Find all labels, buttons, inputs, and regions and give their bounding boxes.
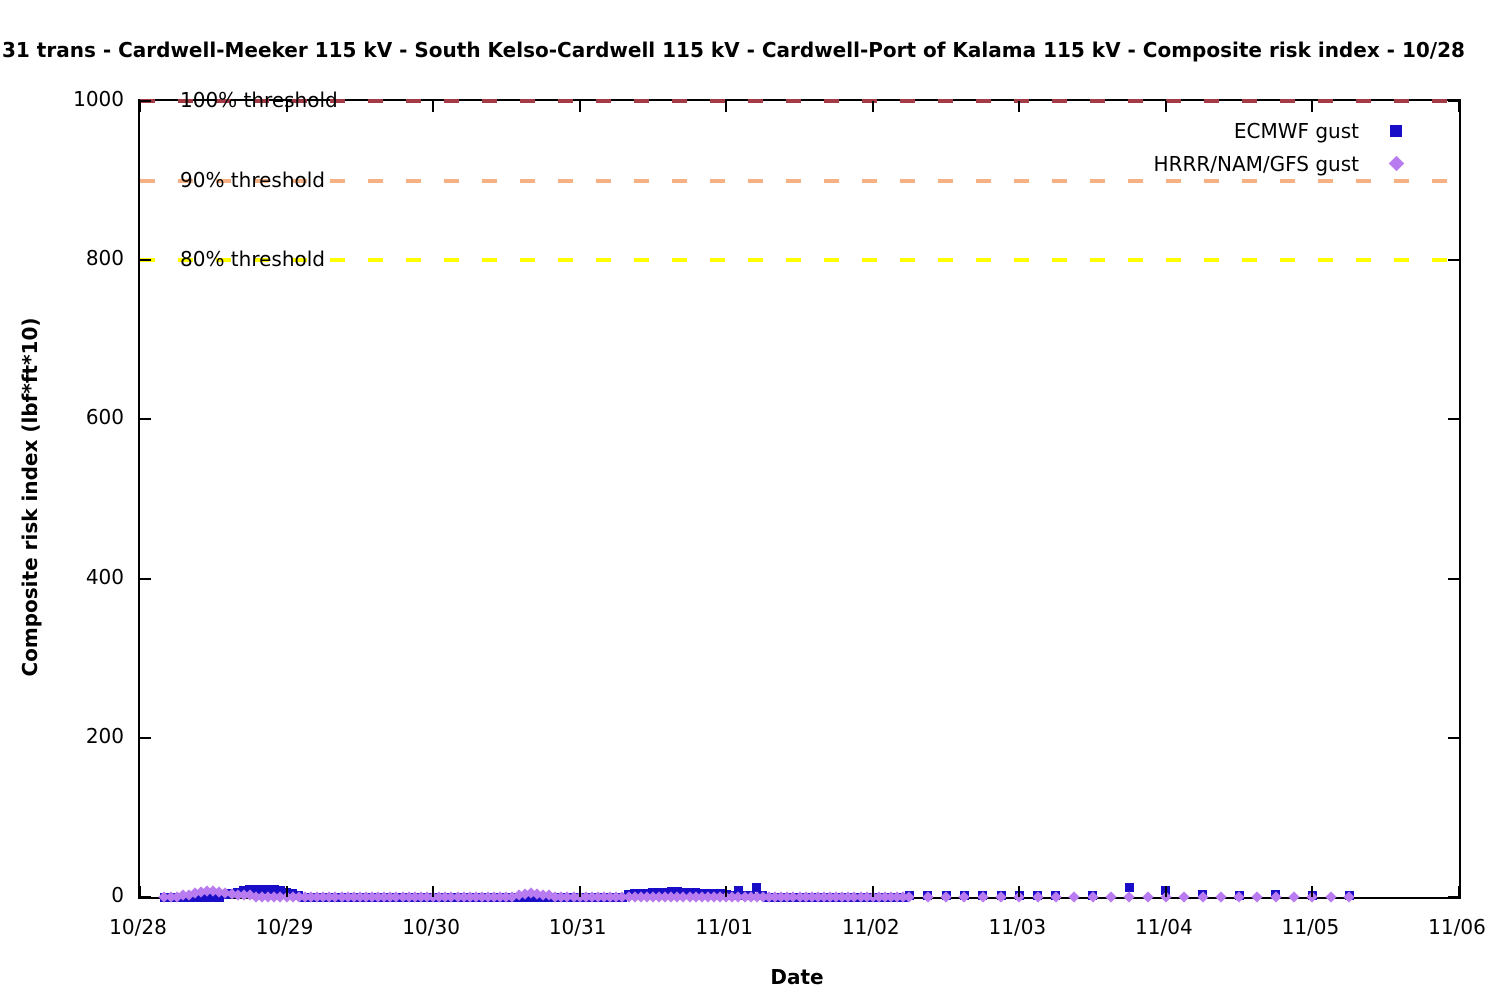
x-tick	[1311, 101, 1314, 112]
x-tick	[578, 886, 581, 897]
x-tick	[432, 886, 435, 897]
x-tick-label: 10/29	[255, 915, 314, 939]
x-tick	[1018, 101, 1021, 112]
x-tick-label: 11/02	[841, 915, 900, 939]
legend-row-ecmwf: ECMWF gust	[1154, 114, 1419, 147]
ecmwf-data-point	[752, 882, 762, 892]
hrrr-data-point	[1123, 891, 1135, 903]
x-tick-label: 11/03	[988, 915, 1047, 939]
y-axis-label: Composite risk index (lbf*ft*10)	[18, 317, 42, 677]
chart-title: 31 trans - Cardwell-Meeker 115 kV - Sout…	[2, 38, 1465, 62]
x-tick-label: 11/06	[1428, 915, 1486, 939]
y-tick-label: 1000	[73, 87, 124, 111]
y-tick	[140, 259, 151, 262]
legend-row-hrrr: HRRR/NAM/GFS gust	[1154, 147, 1419, 180]
y-tick	[140, 577, 151, 580]
ecmwf-data-point	[733, 886, 743, 896]
legend: ECMWF gust HRRR/NAM/GFS gust	[1154, 114, 1419, 180]
x-tick-label: 10/31	[548, 915, 607, 939]
hrrr-data-point	[1068, 891, 1080, 903]
x-tick-label: 11/01	[695, 915, 754, 939]
legend-marker-cell	[1373, 124, 1419, 137]
ecmwf-data-point	[208, 892, 218, 902]
threshold-line-100pct	[140, 99, 1459, 103]
y-tick	[1448, 736, 1459, 739]
hrrr-data-point	[1251, 891, 1264, 903]
hrrr-diamond-icon	[1388, 155, 1404, 172]
ecmwf-data-point	[263, 884, 273, 894]
x-tick	[871, 101, 874, 112]
hrrr-data-point	[1178, 891, 1190, 903]
threshold-label: 90% threshold	[180, 167, 325, 192]
ecmwf-data-point	[269, 885, 279, 895]
y-tick-label: 400	[85, 564, 124, 589]
hrrr-data-point	[1288, 891, 1300, 903]
threshold-label: 80% threshold	[180, 247, 325, 272]
legend-marker-cell	[1373, 155, 1419, 172]
hrrr-data-point	[1215, 891, 1227, 903]
hrrr-data-point	[1105, 891, 1117, 903]
y-tick	[140, 736, 151, 739]
y-tick	[140, 418, 151, 421]
legend-label-ecmwf: ECMWF gust	[1233, 118, 1359, 143]
plot-area: 100% threshold 90% threshold 80% threshold…	[138, 88, 1461, 903]
y-tick-label: 200	[85, 723, 124, 748]
x-tick	[1311, 886, 1314, 897]
x-tick	[432, 101, 435, 112]
x-tick-label: 10/30	[402, 915, 460, 939]
x-tick	[139, 101, 141, 112]
x-tick	[1018, 886, 1021, 897]
x-tick-label: 11/05	[1281, 915, 1340, 939]
threshold-label: 100% threshold	[180, 88, 338, 113]
legend-label-hrrr: HRRR/NAM/GFS gust	[1153, 151, 1359, 176]
x-tick-label: 11/04	[1135, 915, 1193, 939]
x-tick	[725, 101, 728, 112]
x-tick-label: 10/28	[109, 915, 167, 939]
x-tick	[285, 886, 288, 897]
y-tick	[1448, 418, 1459, 421]
y-tick	[1448, 896, 1459, 898]
x-tick	[725, 886, 728, 897]
hrrr-data-point	[1325, 891, 1337, 903]
x-tick	[285, 101, 288, 112]
x-tick	[578, 101, 581, 112]
ecmwf-data-point	[202, 892, 212, 902]
x-tick	[871, 886, 874, 897]
threshold-line-80pct	[140, 258, 1459, 263]
ecmwf-data-point	[1124, 882, 1134, 892]
y-tick	[1448, 259, 1459, 262]
ecmwf-data-point	[257, 884, 267, 894]
x-axis-label: Date	[770, 965, 824, 989]
y-tick-label: 800	[85, 246, 124, 271]
y-tick	[140, 100, 151, 102]
y-tick	[140, 896, 151, 898]
x-tick	[1164, 886, 1167, 897]
y-tick	[1448, 577, 1459, 580]
hrrr-data-point	[1141, 891, 1154, 903]
x-tick	[1458, 101, 1460, 112]
ecmwf-data-point	[275, 886, 285, 896]
x-tick	[1164, 101, 1167, 112]
y-tick-label: 0	[111, 883, 124, 907]
y-tick	[1448, 100, 1459, 102]
x-tick	[1458, 886, 1460, 897]
x-tick	[139, 886, 141, 897]
ecmwf-square-icon	[1390, 124, 1402, 137]
y-tick-label: 600	[85, 405, 124, 430]
ecmwf-data-point	[251, 884, 261, 894]
